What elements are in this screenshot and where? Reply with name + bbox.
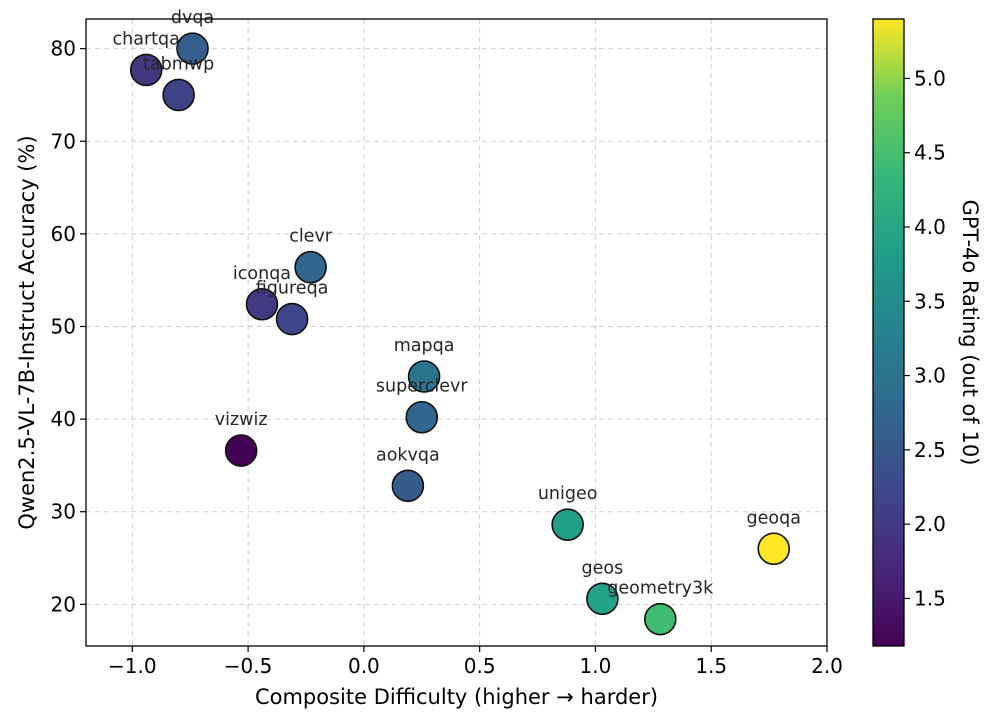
y-tick-label: 50 xyxy=(51,314,76,338)
data-point-superclevr xyxy=(405,400,439,434)
data-point-iconqa xyxy=(245,287,279,321)
colorbar-tick-label: 1.5 xyxy=(914,586,946,610)
y-tick-label: 60 xyxy=(51,222,76,246)
plot-frame xyxy=(85,18,828,647)
point-label-superclevr: superclevr xyxy=(376,377,469,397)
point-label-geometry3k: geometry3k xyxy=(607,579,714,599)
colorbar xyxy=(872,18,905,647)
y-tick-label: 40 xyxy=(51,407,76,431)
gridlines xyxy=(86,19,828,646)
data-point-dvqa xyxy=(176,32,209,65)
x-tick-label: −0.5 xyxy=(224,654,273,678)
colorbar-ticks: 1.5 2.0 2.5 3.0 3.5 4.0 4.5 5.0 xyxy=(904,66,946,610)
colorbar-tick-label: 4.0 xyxy=(914,215,946,239)
point-label-mapqa: mapqa xyxy=(394,336,455,356)
y-tick-label: 80 xyxy=(51,37,76,61)
y-tick-label: 30 xyxy=(51,500,76,524)
data-point-geos xyxy=(586,582,619,616)
point-label-chartqa: chartqa xyxy=(113,29,180,49)
colorbar-tick-label: 4.5 xyxy=(914,141,946,165)
data-point-unigeo xyxy=(551,508,584,541)
colorbar-tick-label: 2.0 xyxy=(914,512,946,536)
point-label-geoqa: geoqa xyxy=(747,508,801,528)
colorbar-tick-label: 3.5 xyxy=(914,289,946,313)
x-tick-label: 0.0 xyxy=(348,654,380,678)
data-point-vizwiz xyxy=(224,434,258,467)
point-label-aokvqa: aokvqa xyxy=(376,445,440,465)
x-tick-label: 1.5 xyxy=(695,654,727,678)
colorbar-tick-label: 3.0 xyxy=(914,364,946,388)
y-tick-label: 70 xyxy=(51,129,76,153)
data-point-chartqa xyxy=(129,53,163,87)
data-point-geometry3k xyxy=(643,602,677,636)
y-tick-label: 20 xyxy=(51,592,76,616)
data-points xyxy=(129,32,791,636)
point-label-vizwiz: vizwiz xyxy=(215,410,268,430)
point-label-clevr: clevr xyxy=(289,227,333,247)
x-tick-label: 0.5 xyxy=(464,654,496,678)
data-point-clevr xyxy=(294,250,327,284)
x-tick-label: 2.0 xyxy=(811,654,843,678)
colorbar-tick-label: 5.0 xyxy=(914,66,946,90)
point-label-figureqa: figureqa xyxy=(256,279,329,299)
point-label-unigeo: unigeo xyxy=(538,484,598,504)
x-axis-title: Composite Difficulty (higher → harder) xyxy=(255,685,658,709)
point-label-iconqa: iconqa xyxy=(233,264,291,284)
colorbar-title: GPT-4o Rating (out of 10) xyxy=(958,200,982,466)
data-point-figureqa xyxy=(275,302,309,336)
y-axis-ticks: 20 30 40 50 60 70 80 xyxy=(51,37,86,616)
data-point-tabmwp xyxy=(162,78,195,112)
data-point-aokvqa xyxy=(391,469,425,503)
y-axis-title: Qwen2.5-VL-7B-Instruct Accuracy (%) xyxy=(15,135,39,529)
colorbar-tick-label: 2.5 xyxy=(914,438,946,462)
point-label-tabmwp: tabmwp xyxy=(143,54,214,74)
data-point-mapqa xyxy=(407,360,441,393)
x-tick-label: −1.0 xyxy=(108,654,157,678)
point-label-geos: geos xyxy=(582,558,624,578)
point-label-dvqa: dvqa xyxy=(171,8,214,28)
x-axis-ticks: −1.0 −0.5 0.0 0.5 1.0 1.5 2.0 xyxy=(108,646,843,678)
data-point-geoqa xyxy=(757,532,791,566)
x-tick-label: 1.0 xyxy=(580,654,612,678)
